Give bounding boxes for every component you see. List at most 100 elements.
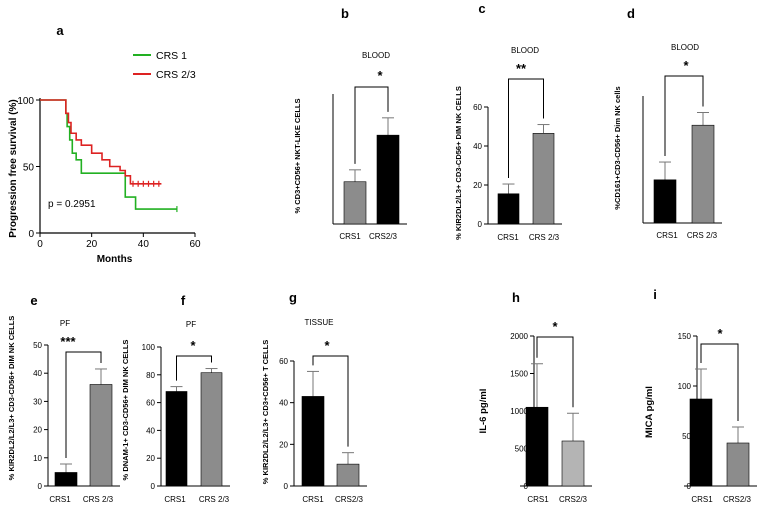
survival-line-crs1 [40, 99, 177, 210]
panel-title: PF [60, 319, 70, 328]
category-label: CRS 2/3 [529, 233, 560, 242]
panel-letter-f: f [181, 293, 186, 308]
y-axis-label: MICA pg/ml [644, 386, 655, 438]
significance-stars: * [552, 319, 558, 334]
panel-title: BLOOD [671, 43, 699, 52]
significance-stars: *** [60, 334, 76, 349]
significance-bracket [65, 351, 102, 459]
bar-CRS1 [165, 391, 188, 487]
y-axis-label: % DNAM-1+ CD3-CD56+ DIM NK CELLS [121, 340, 130, 481]
significance-stars: * [324, 338, 330, 353]
bar-CRS2/3 [336, 463, 360, 487]
significance-stars: * [683, 58, 689, 73]
bar-CRS1 [689, 398, 713, 487]
significance-stars: ** [516, 61, 527, 76]
y-tick-label: 20 [33, 426, 42, 435]
legend-label: CRS 2/3 [156, 69, 196, 81]
y-tick-label: 20 [473, 181, 482, 190]
bar-CRS 2/3 [200, 372, 223, 487]
y-tick-label: 150 [678, 332, 692, 341]
panel-d: d BLOOD %CD161+CD3-CD56+ Dim NK cells CRS1 C… [613, 6, 722, 240]
panel-letter-e: e [30, 293, 37, 308]
y-tick-label: 40 [146, 426, 155, 435]
x-tick-label: 0 [37, 239, 43, 250]
y-tick-label: 40 [279, 399, 288, 408]
significance-stars: * [190, 338, 196, 353]
y-tick-label: 10 [33, 454, 42, 463]
y-tick-label: 0 [524, 482, 529, 491]
bar-CRS1 [301, 396, 325, 487]
y-axis-label: %CD161+CD3-CD56+ Dim NK cells [613, 86, 622, 209]
y-tick-label: 60 [279, 357, 288, 366]
panel-h: h 0 500 1000 1500 2000 IL-6 pg/ml CRS1 CRS2/3 * [478, 290, 592, 504]
survival-line-crs23 [40, 99, 162, 185]
y-tick-label: 40 [33, 369, 42, 378]
x-tick-label: 60 [189, 239, 201, 250]
significance-bracket [536, 336, 574, 408]
y-axis-label: % KIR2DL2/L2/L3+ CD3+CD56+ T CELLS [261, 340, 270, 484]
significance-bracket [664, 75, 704, 157]
y-tick-label: 1000 [510, 407, 528, 416]
y-tick-label: 80 [146, 371, 155, 380]
significance-stars: * [717, 326, 723, 341]
panel-letter-g: g [289, 290, 297, 305]
panel-letter-h: h [512, 290, 520, 305]
y-axis-label: % KIR2DL2/L3+ CD3-CD56+ DIM NK CELLS [454, 86, 463, 240]
p-value-annotation: p = 0.2951 [48, 199, 96, 210]
y-tick-label: 30 [33, 397, 42, 406]
category-label: CRS2/3 [723, 495, 752, 504]
panel-letter-b: b [341, 6, 349, 21]
category-label: CRS1 [302, 495, 324, 504]
significance-stars: * [377, 68, 383, 83]
category-label: CRS 2/3 [199, 495, 230, 504]
y-axis-label: % CD3+CD56+ NKT-LIKE CELLS [293, 98, 302, 213]
panel-e: e PF 0 10 20 30 40 50 % KIR2DL2/L2/L3+ CD3-CD56+… [7, 293, 120, 504]
panel-b: b BLOOD % CD3+CD56+ NKT-LIKE CELLS CRS1 CRS2… [293, 6, 407, 241]
y-tick-label: 50 [33, 341, 42, 350]
category-label: CRS 2/3 [83, 495, 114, 504]
bar-CRS2/3 [561, 440, 585, 487]
category-label: CRS1 [164, 495, 186, 504]
y-axis-label: IL-6 pg/ml [478, 389, 489, 434]
significance-bracket [354, 86, 389, 164]
significance-bracket [508, 78, 544, 179]
bar-CRS1 [343, 181, 367, 225]
bar-CRS1 [497, 193, 520, 225]
category-label: CRS2/3 [335, 495, 364, 504]
bar-CRS1 [653, 179, 677, 224]
bar-CRS 2/3 [89, 384, 113, 487]
category-label: CRS1 [339, 232, 361, 241]
panel-letter-a: a [56, 23, 64, 38]
panel-title: TISSUE [305, 318, 334, 327]
panel-c: c BLOOD 0 20 40 60 % KIR2DL2/L3+ CD3-CD56+ DIM… [454, 1, 562, 242]
panel-letter-i: i [653, 287, 657, 302]
bar-CRS1 [525, 406, 549, 487]
significance-bracket [700, 343, 739, 421]
y-axis-label: Progression free survival (%) [8, 99, 19, 237]
significance-bracket [312, 355, 349, 447]
legend-label: CRS 1 [156, 50, 187, 62]
panel-letter-c: c [478, 1, 485, 16]
category-label: CRS1 [656, 231, 678, 240]
y-tick-label: 0 [38, 482, 43, 491]
y-tick-label: 40 [473, 142, 482, 151]
y-tick-label: 50 [682, 432, 691, 441]
category-label: CRS1 [527, 495, 549, 504]
y-tick-label: 0 [28, 229, 34, 240]
y-tick-label: 0 [478, 220, 483, 229]
bar-CRS 2/3 [532, 133, 555, 225]
legend: CRS 1 CRS 2/3 [133, 50, 196, 81]
bar-CRS 2/3 [691, 124, 715, 224]
y-tick-label: 50 [23, 163, 35, 174]
y-tick-label: 2000 [510, 332, 528, 341]
y-tick-label: 100 [678, 382, 692, 391]
category-label: CRS2/3 [369, 232, 398, 241]
panel-title: BLOOD [362, 51, 390, 60]
category-label: CRS1 [49, 495, 71, 504]
y-tick-label: 100 [142, 343, 156, 352]
x-tick-label: 20 [86, 239, 98, 250]
significance-bracket [176, 355, 212, 381]
category-label: CRS2/3 [559, 495, 588, 504]
y-tick-label: 100 [17, 96, 34, 107]
